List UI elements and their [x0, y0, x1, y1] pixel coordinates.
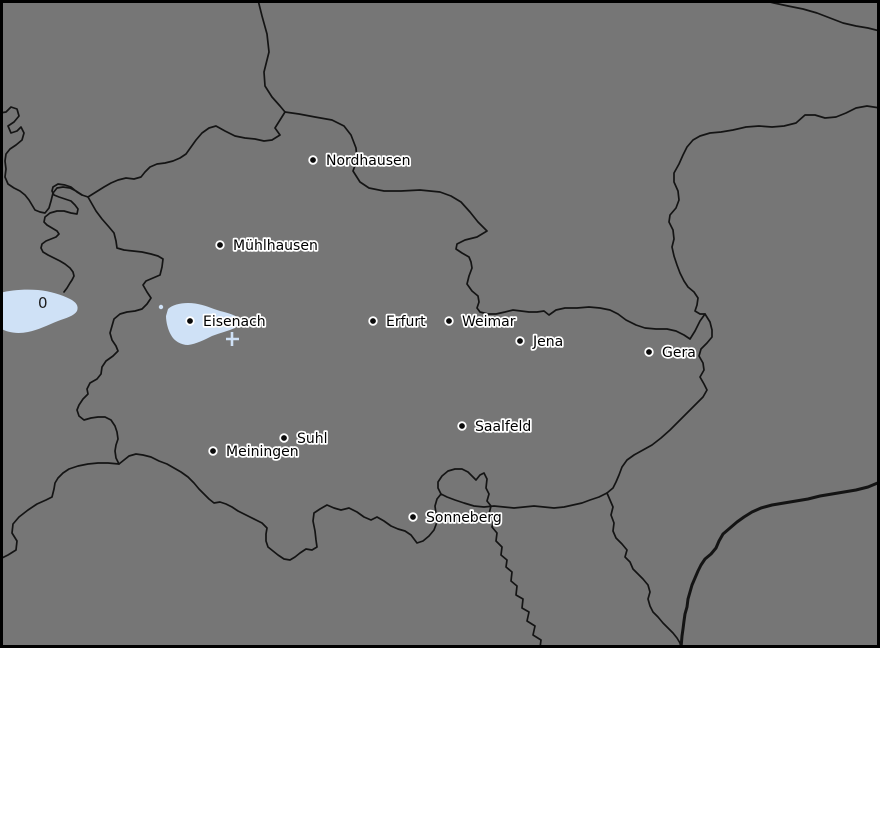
- precip-patch-eisenach: [166, 303, 240, 345]
- city-label: Jena: [532, 334, 563, 350]
- border-line: [679, 480, 880, 648]
- city-dot: [644, 347, 654, 357]
- map-frame: [0, 0, 880, 648]
- city-dot: [185, 316, 195, 326]
- precip-cross: [226, 332, 239, 346]
- city-dot: [215, 240, 225, 250]
- border-line: [87, 111, 286, 198]
- city-marker-erfurt: Erfurt: [368, 312, 428, 332]
- border-line: [0, 106, 164, 465]
- city-dot: [208, 446, 218, 456]
- city-label: Eisenach: [203, 314, 266, 330]
- city-marker-eisenach: Eisenach: [185, 312, 267, 332]
- city-dot: [308, 155, 318, 165]
- city-marker-jena: Jena: [515, 332, 565, 352]
- city-marker-meiningen: Meiningen: [208, 442, 300, 462]
- city-label: Saalfeld: [475, 419, 531, 435]
- precip-speck: [158, 304, 164, 310]
- border-line: [761, 0, 880, 32]
- city-dot: [444, 316, 454, 326]
- city-dot: [408, 512, 418, 522]
- city-markers: Nordhausen Mühlhausen Eisenach Erfurt Weimar…: [185, 151, 697, 528]
- city-marker-suhl: Suhl: [279, 429, 329, 449]
- precip-patch-west: [0, 289, 78, 333]
- border-line: [606, 105, 880, 494]
- footer-panel: Niederschlag, 1std (in mm) Modell: ICON-…: [0, 648, 880, 830]
- city-label: Meiningen: [226, 444, 299, 460]
- city-label: Sonneberg: [426, 510, 502, 526]
- zero-contour-label: 0: [38, 294, 48, 312]
- city-dot: [279, 433, 289, 443]
- border-line: [437, 468, 542, 648]
- city-label: Suhl: [297, 431, 328, 447]
- city-marker-nordhausen: Nordhausen: [308, 151, 412, 171]
- border-line: [606, 492, 682, 648]
- city-label: Weimar: [462, 314, 516, 330]
- city-label: Nordhausen: [326, 153, 411, 169]
- border-line: [284, 111, 706, 340]
- precipitation-patches: [0, 289, 240, 346]
- city-dot: [457, 421, 467, 431]
- city-marker-mhlhausen: Mühlhausen: [215, 236, 320, 256]
- city-marker-weimar: Weimar: [444, 312, 517, 332]
- map-canvas: 0 Nordhausen Mühlhausen Eisenach Erfurt Weim…: [0, 0, 880, 648]
- city-marker-sonneberg: Sonneberg: [408, 508, 503, 528]
- border-line: [0, 453, 608, 561]
- map-background: [0, 0, 880, 648]
- city-dot: [368, 316, 378, 326]
- city-dot: [515, 336, 525, 346]
- precipitation-map: 0 Nordhausen Mühlhausen Eisenach Erfurt Weim…: [0, 0, 880, 648]
- border-line: [257, 0, 286, 113]
- city-label: Erfurt: [386, 314, 426, 330]
- city-marker-saalfeld: Saalfeld: [457, 417, 533, 437]
- city-label: Mühlhausen: [233, 238, 318, 254]
- border-line: [40, 183, 83, 293]
- state-borders: [0, 0, 880, 648]
- city-marker-gera: Gera: [644, 343, 697, 363]
- city-label: Gera: [662, 345, 696, 361]
